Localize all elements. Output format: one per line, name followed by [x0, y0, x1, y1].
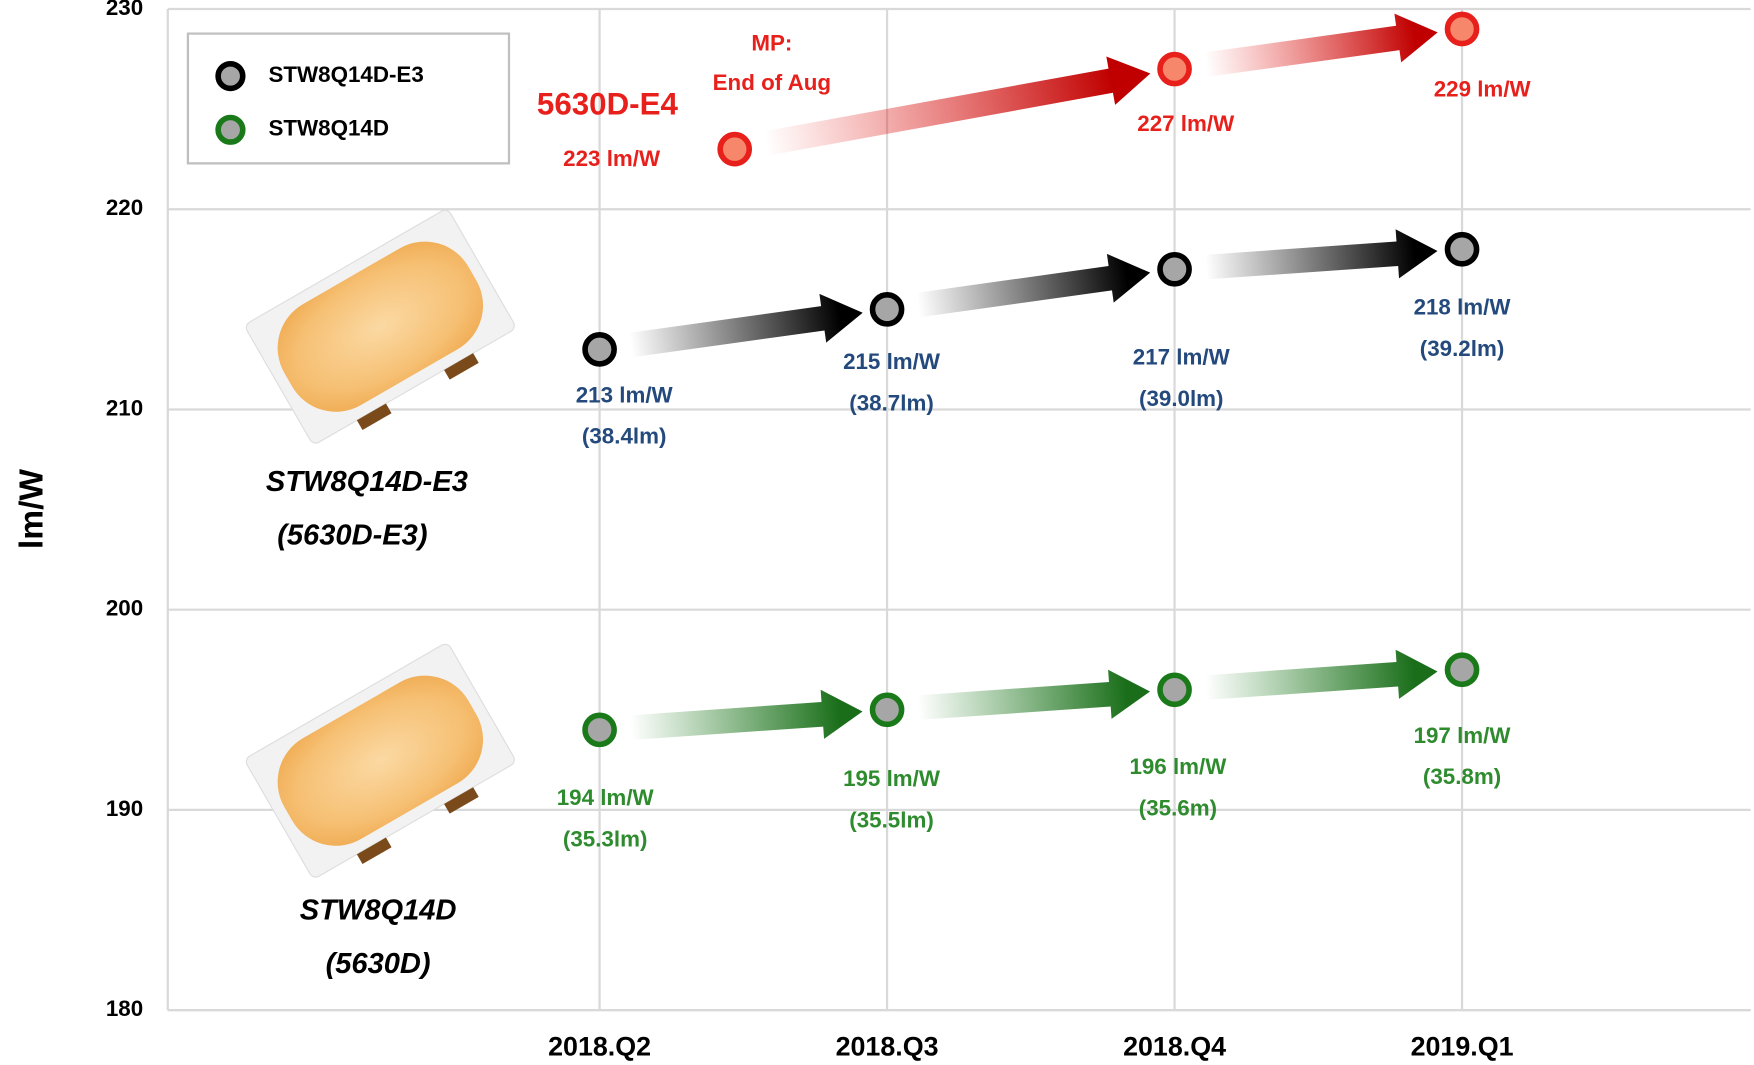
arrow-shape: [1202, 8, 1441, 89]
arrow-shape: [761, 49, 1155, 167]
data-point: [1160, 675, 1189, 704]
data-point: [873, 295, 902, 324]
data-label: (39.2lm): [1420, 336, 1505, 361]
data-label: 213 lm/W: [576, 382, 674, 407]
trend-arrow: [629, 687, 864, 752]
data-point: [1447, 235, 1476, 264]
data-point: [585, 715, 614, 744]
data-point: [1447, 14, 1476, 43]
data-label: 223 lm/W: [563, 146, 661, 171]
annotation: End of Aug: [713, 70, 831, 95]
y-tick-label: 190: [106, 796, 143, 821]
data-point: [720, 135, 749, 164]
arrow-shape: [627, 288, 866, 369]
data-label: 217 lm/W: [1133, 345, 1231, 370]
arrow-shape: [1204, 647, 1439, 712]
x-tick-label: 2018.Q2: [548, 1031, 651, 1061]
data-label: 195 lm/W: [843, 766, 941, 791]
data-label: (35.5lm): [849, 808, 934, 833]
led-image: [244, 642, 522, 889]
annotation: MP:: [751, 31, 792, 56]
trend-arrow: [627, 288, 866, 369]
data-point: [585, 335, 614, 364]
legend: [188, 34, 509, 164]
legend-marker: [218, 117, 243, 142]
legend-marker: [218, 64, 243, 89]
data-label: (38.4lm): [582, 424, 667, 449]
annotation: 5630D-E4: [537, 87, 679, 122]
trend-arrow: [1204, 226, 1439, 291]
data-label: (35.3lm): [563, 826, 648, 851]
data-label: 215 lm/W: [843, 349, 941, 374]
trend-arrow: [915, 248, 1154, 329]
arrow-shape: [1204, 226, 1439, 291]
data-label: 229 lm/W: [1434, 76, 1532, 101]
chart: lm/W 5630D-E4 MP: End of Aug STW8Q14D-E3…: [0, 0, 1754, 1065]
data-label: 197 lm/W: [1414, 723, 1512, 748]
x-tick-label: 2018.Q4: [1123, 1031, 1226, 1061]
data-label: (39.0lm): [1139, 386, 1224, 411]
data-point: [873, 695, 902, 724]
trend-arrow: [1204, 647, 1439, 712]
data-point: [1160, 255, 1189, 284]
product-name: STW8Q14D: [300, 894, 457, 926]
y-tick-label: 210: [106, 395, 143, 420]
data-label: 194 lm/W: [557, 785, 655, 810]
data-label: 196 lm/W: [1129, 754, 1227, 779]
data-point: [1160, 55, 1189, 84]
y-axis-label: lm/W: [13, 469, 50, 549]
x-tick-label: 2019.Q1: [1411, 1031, 1514, 1061]
trend-arrow: [761, 49, 1155, 167]
led-image: [244, 208, 522, 455]
data-label: 227 lm/W: [1137, 111, 1235, 136]
legend-label: STW8Q14D-E3: [268, 62, 423, 87]
product-code: (5630D): [326, 948, 431, 980]
arrow-shape: [917, 667, 1152, 732]
arrow-shape: [915, 248, 1154, 329]
data-point: [1447, 655, 1476, 684]
y-tick-label: 230: [106, 0, 143, 20]
y-tick-label: 220: [106, 195, 143, 220]
y-tick-label: 180: [106, 996, 143, 1021]
data-label: (35.8m): [1423, 764, 1501, 789]
data-label: (38.7lm): [849, 390, 934, 415]
data-label: 218 lm/W: [1414, 294, 1512, 319]
arrow-shape: [629, 687, 864, 752]
product-name: STW8Q14D-E3: [266, 466, 468, 498]
legend-label: STW8Q14D: [268, 116, 389, 141]
trend-arrow: [1202, 8, 1441, 89]
y-tick-label: 200: [106, 596, 143, 621]
x-tick-label: 2018.Q3: [836, 1031, 939, 1061]
product-code: (5630D-E3): [277, 520, 427, 552]
data-label: (35.6m): [1139, 795, 1217, 820]
trend-arrow: [917, 667, 1152, 732]
